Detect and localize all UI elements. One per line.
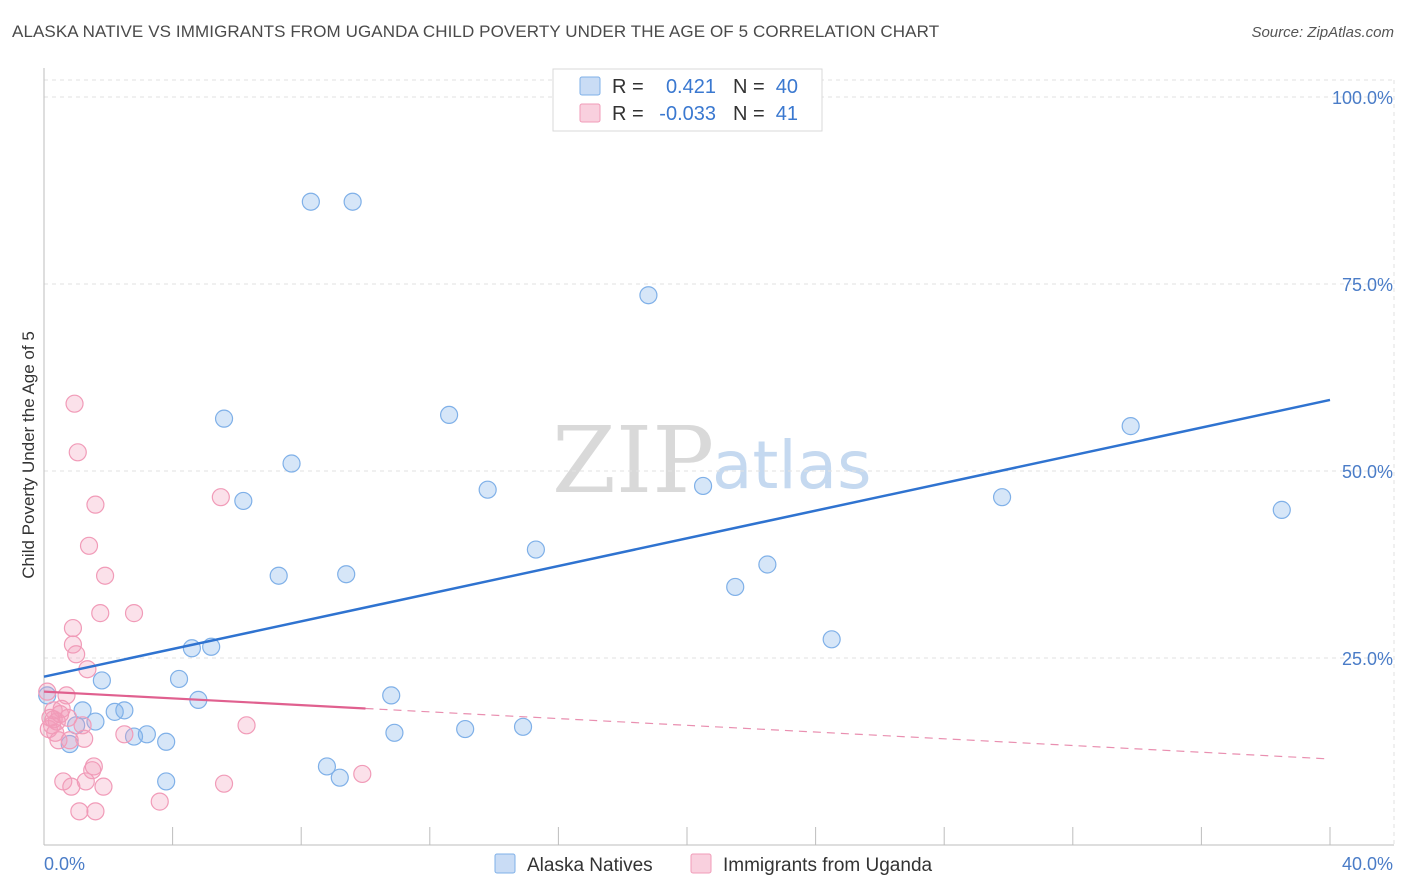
series-legend-label-uganda: Immigrants from Uganda	[723, 855, 933, 876]
correlation-legend: R = 0.421 N = 40 R = -0.033 N = 41	[552, 68, 823, 132]
uganda-point-33	[115, 725, 134, 744]
legend-r-value-2: -0.033	[659, 103, 716, 125]
y-tick-label-50: 50.0%	[1342, 462, 1393, 482]
legend-swatch-uganda	[579, 103, 601, 123]
alaska-point-28	[513, 717, 533, 736]
alaska-point-33	[758, 555, 777, 574]
alaska-point-19	[317, 757, 337, 776]
uganda-point-35	[150, 792, 169, 811]
uganda-point-31	[94, 777, 113, 796]
uganda-point-18	[67, 645, 86, 664]
alaska-point-10	[169, 669, 189, 689]
uganda-point-27	[84, 757, 103, 776]
uganda-point-19	[68, 443, 87, 462]
uganda-point-36	[211, 488, 230, 507]
alaska-point-1	[73, 701, 92, 720]
alaska-point-15	[234, 491, 253, 511]
data-points	[38, 192, 1291, 821]
uganda-point-29	[86, 495, 105, 514]
alaska-point-16	[269, 566, 288, 585]
axes	[43, 68, 1394, 846]
uganda-point-23	[76, 772, 95, 791]
source-credit: Source: ZipAtlas.com	[1251, 24, 1394, 41]
alaska-point-37	[1272, 500, 1291, 519]
uganda-point-16	[63, 635, 83, 654]
uganda-point-37	[214, 774, 234, 793]
uganda-point-22	[75, 729, 94, 748]
uganda-point-13	[60, 731, 79, 750]
alaska-point-20	[330, 768, 349, 787]
x-tick-label-max: 40.0%	[1342, 854, 1393, 874]
x-tick-marks	[43, 827, 1331, 845]
legend-r-label-1: R =	[612, 76, 644, 98]
alaska-point-27	[478, 480, 497, 499]
watermark-zip: ZIP	[552, 407, 714, 514]
trend-lines	[43, 398, 1331, 760]
y-axis-label: Child Poverty Under the Age of 5	[19, 331, 38, 579]
alaska-trend-line	[43, 398, 1331, 678]
alaska-point-24	[385, 723, 404, 742]
uganda-point-32	[95, 566, 115, 585]
chart-title: ALASKA NATIVE VS IMMIGRANTS FROM UGANDA …	[12, 22, 940, 41]
uganda-point-17	[65, 394, 84, 413]
alaska-point-21	[337, 565, 356, 584]
legend-n-label-1: N =	[733, 76, 765, 98]
legend-n-value-1: 40	[776, 76, 798, 98]
legend-n-value-2: 41	[776, 103, 798, 125]
alaska-point-35	[992, 488, 1012, 507]
legend-r-label-2: R =	[612, 103, 644, 125]
uganda-point-40	[44, 710, 63, 729]
alaska-point-22	[343, 192, 362, 211]
uganda-point-25	[79, 536, 99, 555]
alaska-point-32	[726, 577, 745, 597]
alaska-point-25	[439, 405, 459, 424]
series-legend: Alaska Natives Immigrants from Uganda	[494, 853, 933, 876]
series-legend-swatch-alaska	[494, 853, 516, 874]
alaska-point-5	[115, 701, 134, 720]
watermark-atlas: atlas	[712, 427, 872, 504]
uganda-point-12	[59, 708, 78, 727]
uganda-point-39	[353, 764, 372, 784]
uganda-point-15	[63, 618, 83, 638]
series-legend-label-alaska: Alaska Natives	[527, 855, 653, 876]
legend-r-value-1: 0.421	[666, 76, 716, 98]
alaska-point-3	[92, 671, 111, 690]
uganda-point-34	[124, 604, 144, 623]
alaska-point-26	[456, 719, 475, 739]
y-tick-labels: 100.0% 75.0% 50.0% 25.0%	[1332, 88, 1393, 669]
alaska-point-23	[382, 686, 401, 705]
legend-swatch-alaska	[579, 76, 601, 96]
uganda-point-28	[86, 802, 105, 821]
alaska-point-9	[157, 732, 176, 751]
legend-n-label-2: N =	[733, 103, 765, 125]
y-tick-label-100: 100.0%	[1332, 88, 1393, 108]
alaska-point-29	[526, 540, 545, 559]
alaska-point-36	[1121, 417, 1140, 436]
uganda-point-20	[70, 802, 89, 821]
x-tick-label-min: 0.0%	[44, 854, 85, 874]
alaska-point-7	[137, 725, 156, 744]
alaska-point-34	[822, 630, 841, 649]
uganda-point-21	[73, 716, 92, 735]
y-tick-label-75: 75.0%	[1342, 275, 1393, 295]
uganda-point-30	[91, 604, 110, 623]
alaska-point-4	[105, 702, 124, 721]
alaska-point-31	[693, 476, 713, 496]
alaska-point-30	[639, 286, 658, 305]
alaska-point-8	[157, 772, 176, 791]
y-tick-label-25: 25.0%	[1342, 649, 1393, 669]
uganda-trend-line-dashed	[365, 707, 1331, 760]
uganda-trend-line-solid	[43, 690, 366, 710]
alaska-point-18	[301, 192, 320, 211]
alaska-point-17	[282, 454, 301, 473]
uganda-point-38	[237, 716, 256, 735]
alaska-point-14	[214, 409, 234, 428]
series-legend-swatch-uganda	[690, 853, 712, 874]
uganda-point-11	[57, 686, 76, 705]
